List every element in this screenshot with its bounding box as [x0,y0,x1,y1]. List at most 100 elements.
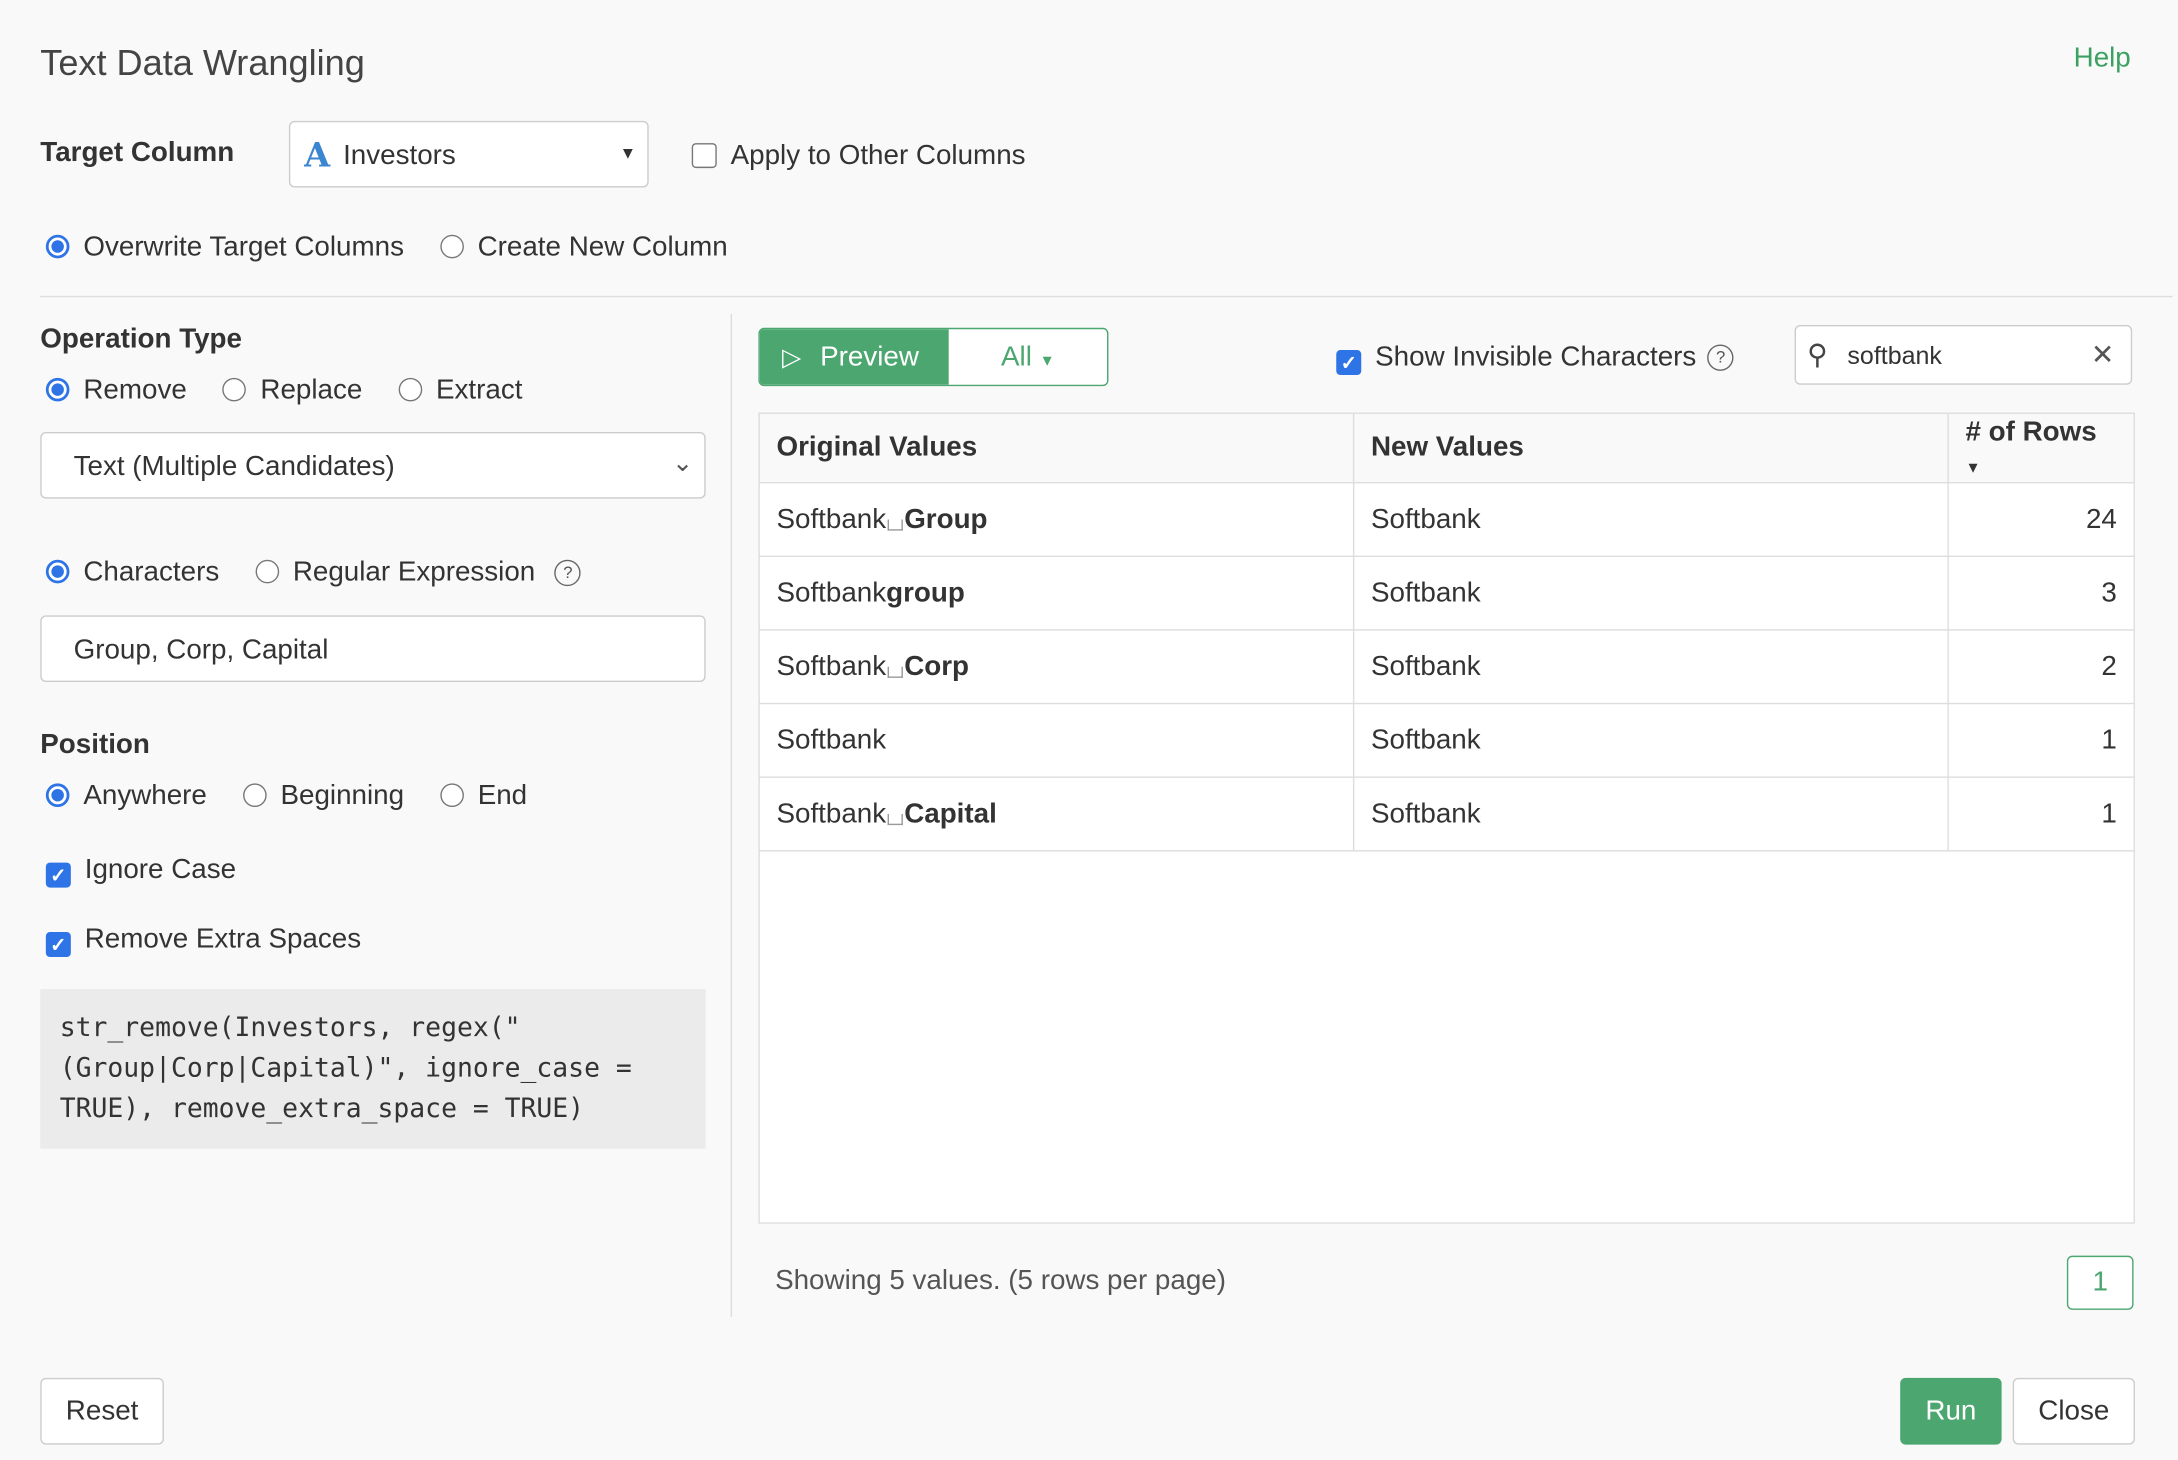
new-value: Softbank [1352,776,1949,852]
radio-overwrite[interactable]: Overwrite Target Columns [45,231,404,264]
panel-divider [730,313,733,1317]
operation-mode-select[interactable]: Text (Multiple Candidates) ⌄ [40,431,706,499]
page-1-button[interactable]: 1 [2066,1255,2134,1310]
help-icon[interactable]: ? [1707,344,1734,371]
radio-label: End [477,780,528,812]
target-column-label: Target Column [40,137,235,169]
radio-label: Beginning [280,780,405,812]
operation-type-group: Remove Replace Extract [45,375,559,407]
play-icon: ▷ [782,343,802,371]
help-icon[interactable]: ? [554,559,582,587]
radio-icon [45,559,70,584]
original-value: Softbank Corp [758,629,1355,705]
table-row[interactable]: Softbank Corp Softbank 2 [758,629,2135,705]
removed-text: Corp [904,650,970,682]
operation-mode-value: Text (Multiple Candidates) [73,451,395,482]
new-value: Softbank [1352,481,1949,558]
radio-anywhere[interactable]: Anywhere [45,780,207,813]
table-row[interactable]: Softbankgroup Softbank 3 [758,555,2135,631]
removed-text: Capital [904,797,997,829]
radio-label: Characters [83,557,220,588]
table-row[interactable]: Softbank Group Softbank 24 [758,481,2135,558]
new-value: Softbank [1352,702,1949,778]
status-text: Showing 5 values. (5 rows per page) [775,1265,1226,1296]
radio-icon [222,377,247,402]
match-type-group: Characters Regular Expression? [45,557,582,589]
preview-table: Original Values New Values # of Rows ▼ S… [758,412,2135,852]
operation-type-label: Operation Type [40,323,242,355]
checkbox-icon [691,143,717,169]
string-type-icon: A [304,134,331,176]
row-count: 1 [1947,702,2135,778]
target-column-select[interactable]: A Investors ▼ [288,120,649,188]
ignore-case-label: Ignore Case [84,854,237,885]
row-count: 2 [1947,629,2135,705]
preview-button-group: ▷ Preview All ▼ [758,327,1109,387]
radio-characters[interactable]: Characters [45,557,220,589]
header-new-values[interactable]: New Values [1352,412,1949,484]
dialog-title: Text Data Wrangling [40,41,365,84]
header-original-values[interactable]: Original Values [758,412,1355,484]
space-marker-icon [887,813,903,825]
row-count: 24 [1947,481,2135,558]
original-prefix: Softbank [776,577,887,608]
header-row-count[interactable]: # of Rows ▼ [1947,412,2135,484]
space-marker-icon [887,518,903,530]
space-marker-icon [887,666,903,678]
radio-icon [45,783,70,808]
row-count-label: # of Rows [1965,416,2097,447]
radio-label: Remove [83,375,187,406]
preview-button[interactable]: ▷ Preview [759,329,949,385]
radio-regular-expression[interactable]: Regular Expression [255,557,535,589]
remove-extra-spaces-checkbox[interactable]: ✓ Remove Extra Spaces [45,923,362,958]
radio-end[interactable]: End [440,781,527,813]
show-invisible-checkbox[interactable]: ✓ Show Invisible Characters? [1336,341,1734,376]
radio-label: Regular Expression [292,557,536,588]
radio-label: Overwrite Target Columns [83,231,404,263]
sort-caret-icon: ▼ [1965,459,1981,476]
caret-down-icon: ▼ [1039,352,1055,370]
row-count: 1 [1947,776,2135,852]
ignore-case-checkbox[interactable]: ✓ Ignore Case [45,854,237,888]
radio-label: Replace [260,375,363,406]
remove-spaces-label: Remove Extra Spaces [84,923,362,955]
chevron-down-icon: ⌄ [672,448,694,477]
radio-label: Create New Column [477,231,728,263]
original-prefix: Softbank [776,503,887,535]
radio-icon [45,377,70,402]
radio-label: Extract [435,375,523,406]
radio-label: Anywhere [83,780,207,812]
radio-extract[interactable]: Extract [398,375,522,407]
original-prefix: Softbank [776,797,887,829]
checkbox-checked-icon: ✓ [45,932,71,958]
clear-search-icon[interactable]: ✕ [2090,340,2115,371]
radio-remove[interactable]: Remove [45,375,187,407]
radio-icon [440,234,464,259]
original-value: Softbank Group [758,481,1355,558]
radio-beginning[interactable]: Beginning [242,780,405,813]
original-prefix: Softbank [776,650,887,682]
filter-dropdown[interactable]: All ▼ [949,329,1107,385]
run-button[interactable]: Run [1900,1377,2002,1445]
search-input[interactable]: ⚲ softbank ✕ [1794,325,2133,385]
new-value: Softbank [1352,555,1949,631]
reset-button[interactable]: Reset [40,1377,164,1445]
radio-create-new-column[interactable]: Create New Column [440,232,728,264]
removed-text: group [886,577,965,608]
divider [40,295,2173,298]
apply-other-label: Apply to Other Columns [730,140,1026,171]
characters-input[interactable]: Group, Corp, Capital [40,615,706,683]
radio-icon [242,783,267,808]
radio-icon [45,234,70,259]
apply-other-columns-checkbox[interactable]: Apply to Other Columns [691,140,1026,172]
generated-code: str_remove(Investors, regex("(Group|Corp… [40,988,706,1149]
preview-label: Preview [820,341,919,373]
help-link[interactable]: Help [2073,43,2131,74]
radio-replace[interactable]: Replace [222,375,363,407]
removed-text: Group [904,503,988,535]
close-button[interactable]: Close [2012,1377,2135,1445]
table-row[interactable]: Softbank Softbank 1 [758,702,2135,778]
table-row[interactable]: Softbank Capital Softbank 1 [758,776,2135,852]
show-invisible-label: Show Invisible Characters [1375,341,1697,373]
